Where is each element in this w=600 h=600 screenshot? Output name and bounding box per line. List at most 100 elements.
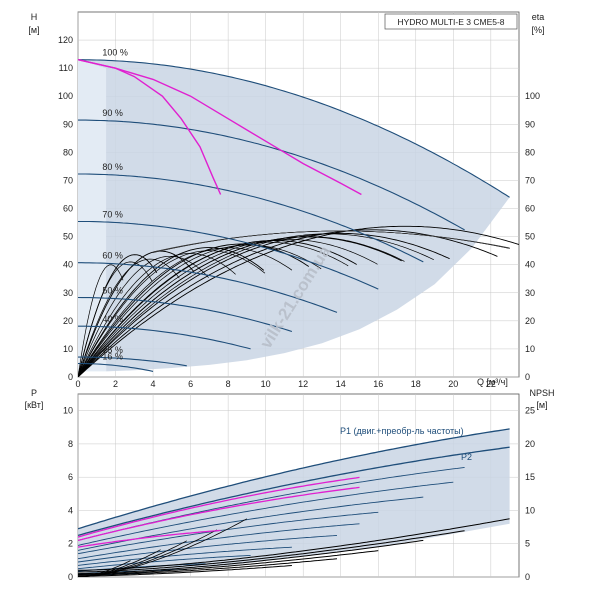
speed-label: 16 % [102, 352, 123, 362]
npsh-tick-label: 0 [525, 572, 530, 582]
eta-axis-unit: [%] [531, 25, 544, 35]
power-curve [78, 546, 292, 566]
y2-tick-label: 90 [525, 119, 535, 129]
p-axis-label: P [31, 388, 37, 398]
highlight-power-curve [78, 476, 360, 538]
efficiency-curve [78, 229, 498, 377]
power-curve [78, 534, 338, 563]
speed-label: 40 % [102, 314, 123, 324]
y-tick-label: 40 [63, 260, 73, 270]
x-tick-label: 2 [113, 379, 118, 389]
y2-tick-label: 60 [525, 204, 535, 214]
speed-percent-labels: 100 % 90 % 80 % 70 % 60 % 50 % 40 % 25 %16 % [102, 48, 128, 362]
efficiency-curve-minor [78, 253, 236, 377]
y-tick-label: 120 [58, 35, 73, 45]
p-tick-label: 6 [68, 472, 73, 482]
speed-label: 100 % [102, 48, 128, 58]
x-tick-label: 16 [373, 379, 383, 389]
y-tick-label: 90 [63, 119, 73, 129]
qh-curve [78, 325, 251, 350]
y2-tick-label: 100 [525, 91, 540, 101]
top-highlight-curves [78, 59, 362, 196]
y-tick-label: 100 [58, 91, 73, 101]
y-tick-label: 50 [63, 232, 73, 242]
npsh-tick-label: 25 [525, 406, 535, 416]
efficiency-curve [78, 243, 310, 377]
p-tick-label: 4 [68, 505, 73, 515]
npsh-tick-label: 15 [525, 472, 535, 482]
x-tick-label: 4 [151, 379, 156, 389]
y-tick-label: 20 [63, 316, 73, 326]
chart-title-box [384, 13, 518, 30]
efficiency-curve-minor [78, 239, 378, 377]
qh-curve [78, 173, 424, 263]
power-series-curve [78, 428, 510, 530]
speed-label: 50 % [102, 286, 123, 296]
y2-tick-label: 80 [525, 147, 535, 157]
bottom-axes: 0 2 4 6 8 10 0 5 10 15 20 25 [63, 406, 535, 582]
p-tick-label: 2 [68, 539, 73, 549]
x-tick-label: 20 [448, 379, 458, 389]
npsh-curve [78, 539, 424, 575]
speed-label: 90 % [102, 108, 123, 118]
x-tick-label: 12 [298, 379, 308, 389]
highlight-power-curve [78, 486, 360, 542]
x-tick-label: 10 [261, 379, 271, 389]
y2-tick-label: 70 [525, 175, 535, 185]
efficiency-curve [78, 232, 450, 377]
efficiency-curve-minor [78, 247, 293, 377]
qh-curve [78, 220, 379, 290]
qh-curve [78, 356, 187, 367]
y-tick-label: 70 [63, 175, 73, 185]
npsh-curve [78, 558, 338, 576]
x-tick-label: 8 [226, 379, 231, 389]
speed-label: 25 % [102, 345, 123, 355]
efficiency-curve-minor [78, 258, 180, 377]
y2-tick-label: 50 [525, 232, 535, 242]
qh-curve [78, 296, 293, 333]
power-series-curve [78, 446, 510, 537]
y-tick-label: 110 [59, 63, 73, 73]
bottom-power-envelope [78, 428, 510, 572]
qh-curve [78, 119, 465, 231]
power-curve [78, 481, 454, 546]
speed-label: 80 % [102, 162, 123, 172]
power-curve [78, 511, 379, 555]
speed-label: 60 % [102, 251, 123, 261]
qh-curve [78, 362, 154, 372]
npsh-curve [78, 550, 379, 575]
highlight-qh-curve [78, 59, 222, 195]
h-axis-label: H [31, 12, 38, 22]
npsh-axis-unit: [м] [536, 400, 547, 410]
y-tick-label: 0 [68, 372, 73, 382]
chart-title: HYDRO MULTI-E 3 CME5-8 [397, 17, 504, 27]
power-curve [78, 554, 251, 570]
y2-tick-label: 0 [525, 372, 530, 382]
qh-curve [78, 59, 510, 198]
top-axes: 0 2 4 6 8 10 12 14 16 18 20 22 0 10 20 30 40 50 60 70 80 90 10… [58, 35, 540, 389]
efficiency-curve-thin [153, 230, 510, 253]
p-axis-unit: [кВт] [25, 400, 44, 410]
y-tick-label: 10 [63, 344, 73, 354]
npsh-axis-label: NPSH [529, 388, 554, 398]
p-tick-label: 0 [68, 572, 73, 582]
npsh-tick-label: 10 [525, 505, 535, 515]
qh-curve [78, 262, 338, 313]
power-curve [78, 523, 360, 560]
npsh-tick-label: 5 [525, 539, 530, 549]
highlight-qh-curve [78, 59, 362, 196]
y2-tick-label: 10 [525, 344, 535, 354]
x-tick-label: 18 [411, 379, 421, 389]
npsh-curve [78, 565, 292, 577]
efficiency-curve-minor [78, 250, 266, 377]
p-tick-label: 10 [63, 406, 73, 416]
x-tick-label: 22 [486, 379, 496, 389]
y2-tick-label: 40 [525, 260, 535, 270]
npsh-curve-minor [78, 560, 131, 577]
efficiency-curve [78, 250, 194, 377]
bottom-highlight-curves [78, 476, 360, 548]
envelope-left-strip [78, 59, 107, 372]
eta-axis-label: eta [532, 12, 545, 22]
p-tick-label: 8 [68, 439, 73, 449]
